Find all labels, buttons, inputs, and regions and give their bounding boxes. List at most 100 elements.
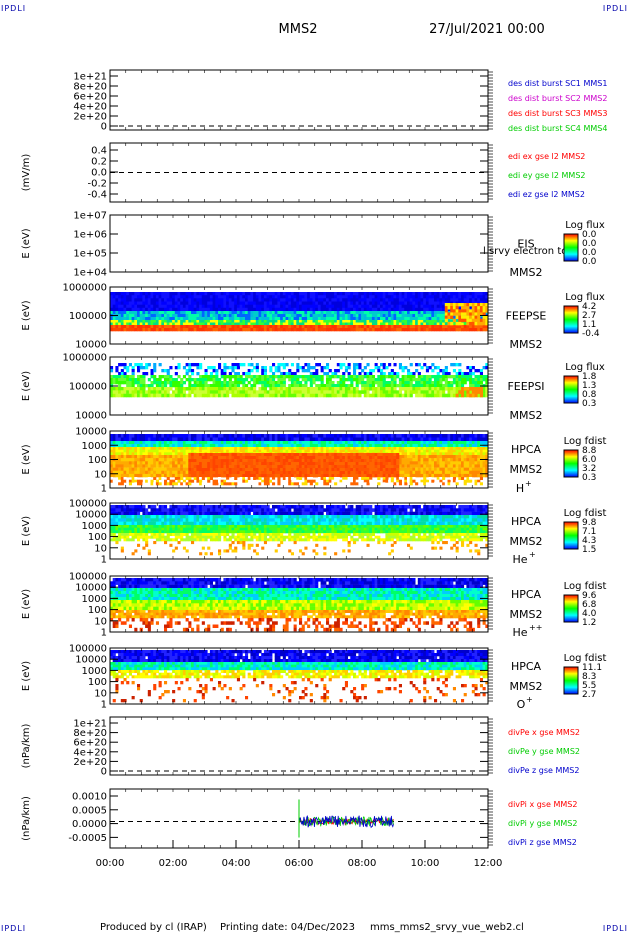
feeps-i-pixel <box>223 375 227 379</box>
feeps-i-pixel <box>245 384 249 388</box>
feeps-i-pixel <box>272 372 276 376</box>
feeps-e-pixel <box>436 314 440 318</box>
hpca-h-pixel <box>164 449 168 453</box>
feeps-e-pixel <box>285 320 289 323</box>
hpca-h-pixel <box>323 447 327 450</box>
hpca-h-pixel <box>261 441 265 445</box>
feeps-e-pixel <box>342 317 346 321</box>
hpca-h-pixel <box>150 461 154 465</box>
hpca-h-pixel <box>358 444 362 448</box>
feeps-i-pixel <box>290 363 294 367</box>
feeps-i-pixel <box>339 384 343 388</box>
feeps-e-pixel <box>328 328 332 332</box>
feeps-i-pixel <box>388 372 392 376</box>
feeps-e-pixel <box>139 304 143 309</box>
hpca-h-pixel <box>131 449 135 453</box>
hpca-h-pixel <box>339 447 343 450</box>
feeps-i-pixel <box>123 366 127 370</box>
hpca-h-pixel <box>128 461 132 465</box>
hpca-h-pixel <box>309 441 313 445</box>
feeps-e-pixel <box>350 317 354 321</box>
hpca-h-pixel <box>258 434 262 438</box>
feeps-i-pixel <box>380 384 384 388</box>
edi-e-ytick-label: 0.2 <box>91 157 107 168</box>
feeps-e-pixel <box>377 325 381 329</box>
hpca-h-pixel <box>415 449 419 453</box>
hpca-h-pixel <box>274 441 278 445</box>
feeps-i-pixel <box>245 372 249 376</box>
feeps-e-pixel <box>301 311 305 315</box>
feeps-e-pixel <box>193 304 197 309</box>
feeps-e-colorbar-tick: 1.1 <box>582 320 596 330</box>
feeps-e-pixel <box>282 314 286 318</box>
feeps-e-pixel <box>428 304 432 309</box>
feeps-i-pixel <box>126 375 130 379</box>
feeps-e-pixel <box>353 325 357 329</box>
feeps-e-pixel <box>185 295 189 299</box>
feeps-i-pixel <box>404 393 408 398</box>
hpca-h-pixel <box>226 441 230 445</box>
feeps-e-pixel <box>188 317 192 321</box>
feeps-i-pixel <box>147 363 151 367</box>
feeps-i-pixel <box>334 393 338 398</box>
feeps-e-pixel <box>363 307 367 312</box>
feeps-e-pixel <box>434 317 438 321</box>
feeps-e-pixel <box>231 307 235 312</box>
feeps-i-pixel <box>204 390 208 394</box>
hpca-h-pixel <box>158 455 162 459</box>
feeps-e-pixel <box>242 317 246 321</box>
feeps-i-pixel <box>247 393 251 398</box>
feeps-i-pixel <box>444 369 448 373</box>
feeps-i-pixel <box>239 375 243 379</box>
hpca-h-pixel <box>263 444 267 448</box>
feeps-e-pixel <box>177 311 181 315</box>
hpca-h-pixel <box>137 470 141 475</box>
feeps-e-pixel <box>150 325 154 329</box>
hpca-h-pixel <box>431 447 435 450</box>
feeps-i-pixel <box>201 387 205 391</box>
hpca-h-pixel <box>466 447 470 450</box>
feeps-e-pixel <box>120 307 124 312</box>
feeps-e-pixel <box>409 292 413 296</box>
feeps-e-pixel <box>215 298 219 302</box>
feeps-e-pixel <box>126 301 130 305</box>
hpca-h-pixel <box>172 444 176 448</box>
feeps-i-pixel <box>371 387 375 391</box>
feeps-i-pixel <box>485 381 489 385</box>
feeps-i-pixel <box>312 387 316 391</box>
hpca-h-pixel <box>385 434 389 438</box>
feeps-e-pixel <box>401 304 405 309</box>
hpca-h-pixel <box>274 437 278 442</box>
hpca-h-pixel <box>172 437 176 442</box>
feeps-e-pixel <box>239 317 243 321</box>
feeps-e-pixel <box>185 328 189 332</box>
hpca-h-pixel <box>112 447 116 450</box>
feeps-e-pixel <box>147 328 151 332</box>
feeps-e-pixel <box>415 292 419 296</box>
feeps-e-pixel <box>312 311 316 315</box>
feeps-e-pixel <box>161 307 165 312</box>
feeps-i-pixel <box>336 384 340 388</box>
feeps-e-pixel <box>272 304 276 309</box>
feeps-e-pixel <box>226 304 230 309</box>
feeps-i-pixel <box>131 372 135 376</box>
feeps-e-pixel <box>353 295 357 299</box>
feeps-e-pixel <box>169 322 173 326</box>
feeps-i-pixel <box>431 363 435 367</box>
feeps-i-pixel <box>196 366 200 370</box>
feeps-i-pixel <box>223 384 227 388</box>
hpca-h-pixel <box>118 437 122 442</box>
feeps-i-pixel <box>417 372 421 376</box>
hpca-h-pixel <box>296 449 300 453</box>
feeps-e-pixel <box>350 325 354 329</box>
feeps-i-pixel <box>223 369 227 373</box>
hpca-h-pixel <box>134 455 138 459</box>
feeps-e-pixel <box>242 298 246 302</box>
feeps-e-pixel <box>223 292 227 296</box>
feeps-e-pixel <box>145 295 149 299</box>
feeps-e-pixel <box>439 317 443 321</box>
feeps-e-pixel <box>274 328 278 332</box>
feeps-e-pixel <box>479 321 483 326</box>
feeps-e-pixel <box>404 328 408 332</box>
hpca-h-pixel <box>317 437 321 442</box>
